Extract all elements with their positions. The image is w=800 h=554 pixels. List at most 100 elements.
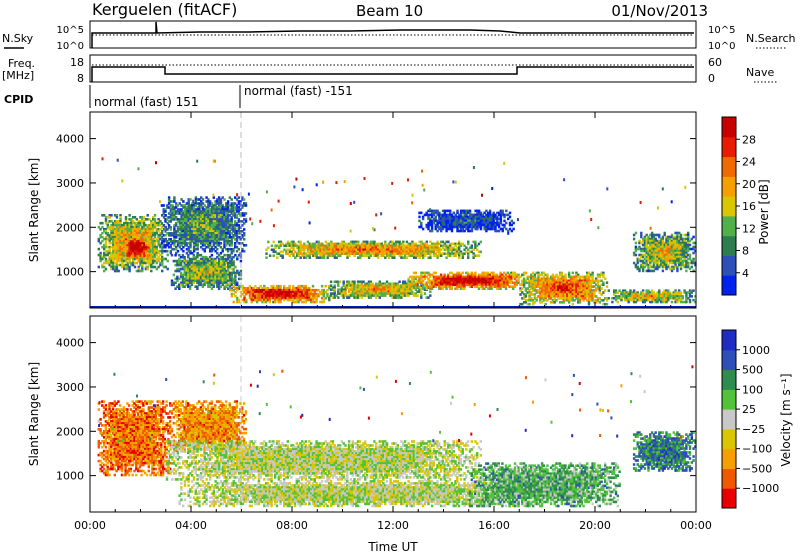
power-cell xyxy=(365,288,369,291)
power-cell xyxy=(207,242,210,245)
power-cell xyxy=(135,221,138,225)
power-cell xyxy=(522,301,526,304)
power-cell xyxy=(407,242,410,246)
power-cell xyxy=(423,213,427,217)
power-cell xyxy=(555,287,558,290)
power-cell xyxy=(322,252,326,255)
power-cell xyxy=(373,246,376,250)
power-cell xyxy=(272,294,275,298)
power-cell xyxy=(405,294,408,297)
power-cell xyxy=(302,286,306,290)
power-cell xyxy=(558,279,562,283)
power-cell xyxy=(153,235,157,239)
power-cell xyxy=(230,232,233,235)
power-cell xyxy=(176,218,180,221)
power-cell xyxy=(201,247,205,251)
power-cell xyxy=(135,244,139,247)
power-cell xyxy=(375,242,378,246)
power-cell xyxy=(340,252,344,255)
power-cell xyxy=(217,273,221,277)
power-cell xyxy=(531,285,535,288)
power-cell xyxy=(132,257,135,261)
power-cell xyxy=(219,285,223,288)
power-cell xyxy=(178,242,181,245)
power-cell xyxy=(445,229,448,233)
power-cell xyxy=(157,257,160,261)
power-cell xyxy=(108,257,111,261)
power-cell xyxy=(112,249,115,253)
power-cell xyxy=(299,298,302,302)
power-cell xyxy=(214,240,217,243)
power-cell xyxy=(103,245,106,249)
power-cell xyxy=(187,273,190,277)
power-cell xyxy=(164,214,167,217)
power-cell xyxy=(178,234,181,237)
power-cell xyxy=(221,259,224,263)
power-cell xyxy=(128,221,131,225)
power-cell xyxy=(303,254,306,257)
power-cell xyxy=(434,285,437,288)
power-cell xyxy=(157,265,160,269)
power-cell xyxy=(319,292,322,296)
power-cell xyxy=(219,242,223,245)
power-cell xyxy=(237,224,240,227)
power-cell xyxy=(243,228,246,231)
power-cell xyxy=(505,209,508,213)
power-cell xyxy=(132,231,135,235)
power-cell xyxy=(479,240,482,244)
power-cell xyxy=(108,227,111,231)
power-cell xyxy=(178,218,181,221)
power-cell xyxy=(209,242,212,245)
power-cell xyxy=(214,267,217,271)
power-cell xyxy=(221,218,224,221)
power-cell xyxy=(549,277,553,281)
power-cell xyxy=(420,221,423,225)
power-cell xyxy=(199,259,203,263)
power-cell xyxy=(225,242,228,245)
power-cell xyxy=(308,290,311,294)
power-cell xyxy=(153,249,157,253)
power-cell xyxy=(216,261,219,265)
power-cell xyxy=(225,228,228,231)
power-cell xyxy=(487,217,490,221)
power-cell xyxy=(434,209,437,213)
power-cell xyxy=(274,250,277,254)
power-cell xyxy=(203,247,206,251)
power-cell xyxy=(232,267,235,271)
power-cell xyxy=(141,220,144,223)
power-cell xyxy=(187,281,190,285)
power-cell xyxy=(212,244,215,247)
power-cell xyxy=(412,294,416,297)
power-cell xyxy=(201,222,205,225)
power-cell xyxy=(166,232,169,235)
power-cell xyxy=(457,277,461,281)
power-cell xyxy=(225,261,228,265)
power-cell xyxy=(384,246,387,250)
power-cell xyxy=(144,267,148,271)
power-cell xyxy=(217,232,221,235)
power-cell xyxy=(546,285,549,288)
power-cell xyxy=(192,271,195,275)
power-cell xyxy=(438,285,441,288)
power-cell xyxy=(283,296,286,300)
power-cell xyxy=(128,246,131,249)
power-cell xyxy=(537,271,540,275)
power-cell xyxy=(199,283,203,287)
power-cell xyxy=(188,261,192,265)
power-cell xyxy=(567,281,571,284)
power-cell xyxy=(557,283,560,286)
power-cell xyxy=(228,277,232,281)
power-cell xyxy=(104,267,108,271)
power-cell xyxy=(207,222,210,225)
power-cell xyxy=(360,294,363,297)
power-cell xyxy=(537,289,540,292)
power-cell xyxy=(412,286,416,289)
power-cell xyxy=(192,245,196,249)
power-cell xyxy=(488,275,491,279)
power-cell xyxy=(175,251,178,255)
power-cell xyxy=(557,295,560,298)
power-cell xyxy=(447,283,450,287)
power-cell xyxy=(387,256,391,259)
power-cell xyxy=(420,287,423,290)
power-cell xyxy=(223,228,226,231)
